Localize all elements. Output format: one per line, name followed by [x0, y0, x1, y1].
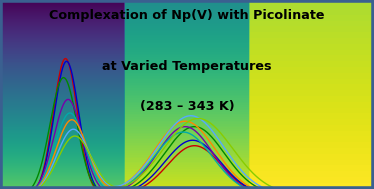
Text: Complexation of Np(V) with Picolinate: Complexation of Np(V) with Picolinate: [49, 9, 325, 22]
Text: (283 – 343 K): (283 – 343 K): [140, 100, 234, 113]
Text: at Varied Temperatures: at Varied Temperatures: [102, 60, 272, 74]
